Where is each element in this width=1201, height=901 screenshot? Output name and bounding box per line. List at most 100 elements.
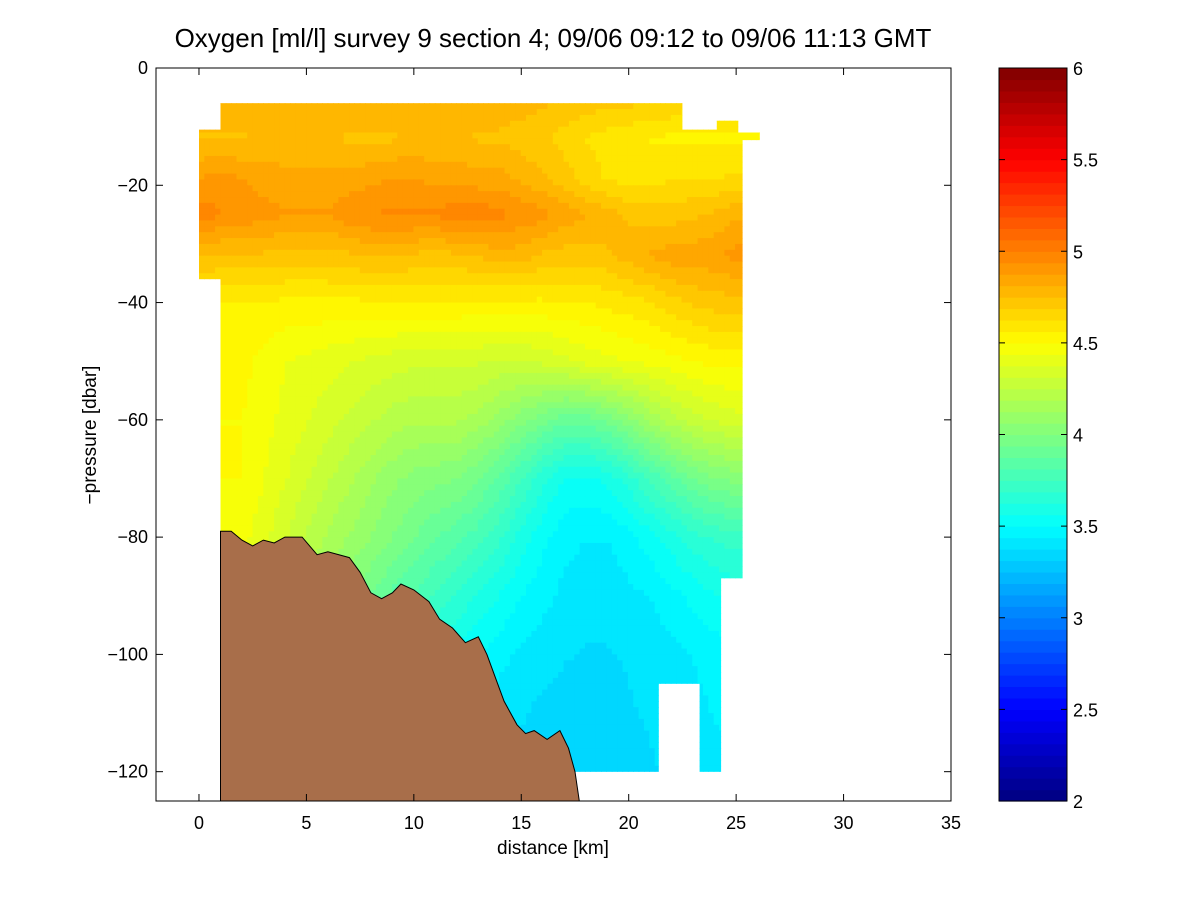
field-cell bbox=[702, 355, 709, 362]
field-cell bbox=[676, 296, 683, 304]
field-cell bbox=[622, 138, 629, 145]
field-cell bbox=[708, 249, 715, 257]
field-cell bbox=[445, 320, 452, 327]
field-cell bbox=[488, 109, 495, 116]
field-cell bbox=[681, 185, 688, 192]
field-cell bbox=[584, 226, 591, 233]
field-cell bbox=[686, 290, 693, 298]
field-cell bbox=[665, 296, 672, 304]
field-cell bbox=[461, 197, 468, 204]
field-cell bbox=[617, 314, 624, 321]
field-cell bbox=[724, 261, 731, 268]
field-cell bbox=[601, 261, 608, 268]
field-cell bbox=[568, 109, 575, 116]
field-cell bbox=[584, 349, 591, 356]
field-cell bbox=[622, 308, 629, 315]
field-cell bbox=[590, 220, 597, 227]
field-cell bbox=[274, 249, 280, 257]
field-cell bbox=[515, 372, 522, 380]
field-cell bbox=[413, 267, 420, 274]
field-cell bbox=[654, 273, 661, 280]
field-cell bbox=[231, 284, 238, 292]
field-cell bbox=[584, 161, 591, 169]
field-cell bbox=[327, 191, 334, 198]
field-cell bbox=[488, 314, 495, 321]
field-cell bbox=[322, 138, 329, 145]
field-cell bbox=[424, 284, 431, 292]
field-cell bbox=[220, 179, 227, 186]
field-cell bbox=[638, 232, 645, 239]
field-cell bbox=[483, 273, 490, 280]
field-cell bbox=[536, 367, 543, 374]
field-cell bbox=[429, 367, 436, 374]
field-cell bbox=[606, 150, 613, 157]
field-cell bbox=[526, 155, 532, 163]
field-cell bbox=[547, 238, 554, 245]
field-cell bbox=[381, 361, 388, 368]
field-cell bbox=[311, 337, 318, 345]
field-cell bbox=[483, 232, 490, 239]
field-cell bbox=[633, 138, 640, 145]
field-cell bbox=[247, 220, 254, 227]
field-cell bbox=[247, 243, 254, 251]
field-cell bbox=[391, 343, 398, 351]
field-cell bbox=[584, 326, 591, 333]
field-cell bbox=[627, 337, 634, 345]
field-cell bbox=[343, 179, 350, 186]
field-cell bbox=[225, 103, 232, 110]
field-cell bbox=[467, 114, 473, 122]
field-cell bbox=[702, 155, 709, 163]
field-cell bbox=[284, 261, 291, 268]
field-cell bbox=[611, 197, 618, 204]
field-cell bbox=[547, 109, 554, 116]
field-cell bbox=[440, 326, 447, 333]
field-cell bbox=[252, 349, 259, 356]
field-cell bbox=[692, 232, 699, 239]
field-cell bbox=[322, 331, 329, 339]
field-cell bbox=[483, 261, 490, 268]
field-cell bbox=[590, 202, 597, 210]
field-cell bbox=[633, 191, 640, 198]
field-cell bbox=[520, 367, 527, 374]
field-cell bbox=[526, 284, 532, 292]
field-cell bbox=[483, 314, 490, 321]
field-cell bbox=[295, 238, 302, 245]
field-cell bbox=[257, 132, 264, 139]
field-cell bbox=[257, 173, 264, 181]
field-cell bbox=[381, 308, 388, 315]
field-cell bbox=[408, 261, 415, 268]
field-cell bbox=[633, 273, 640, 280]
field-cell bbox=[558, 343, 565, 351]
field-cell bbox=[611, 367, 618, 374]
field-cell bbox=[590, 261, 597, 268]
field-cell bbox=[676, 238, 683, 245]
field-cell bbox=[424, 120, 431, 128]
field-cell bbox=[274, 132, 280, 139]
field-cell bbox=[520, 337, 527, 345]
field-cell bbox=[338, 144, 345, 151]
field-cell bbox=[316, 214, 323, 222]
field-cell bbox=[499, 290, 506, 298]
field-cell bbox=[252, 290, 259, 298]
field-cell bbox=[413, 361, 420, 368]
field-cell bbox=[418, 144, 425, 151]
field-cell bbox=[343, 191, 350, 198]
field-cell bbox=[333, 179, 339, 186]
field-cell bbox=[343, 343, 350, 351]
field-cell bbox=[295, 337, 302, 345]
field-cell bbox=[708, 337, 715, 345]
field-cell bbox=[660, 261, 667, 268]
field-cell bbox=[338, 197, 345, 204]
field-cell bbox=[483, 132, 490, 139]
field-cell bbox=[590, 197, 597, 204]
field-cell bbox=[686, 343, 693, 351]
field-cell bbox=[579, 261, 586, 268]
field-cell bbox=[306, 331, 313, 339]
field-cell bbox=[386, 208, 393, 216]
field-cell bbox=[349, 150, 356, 157]
field-cell bbox=[263, 243, 270, 251]
field-cell bbox=[729, 302, 736, 310]
field-cell bbox=[199, 144, 205, 151]
field-cell bbox=[220, 191, 227, 198]
field-cell bbox=[542, 326, 549, 333]
